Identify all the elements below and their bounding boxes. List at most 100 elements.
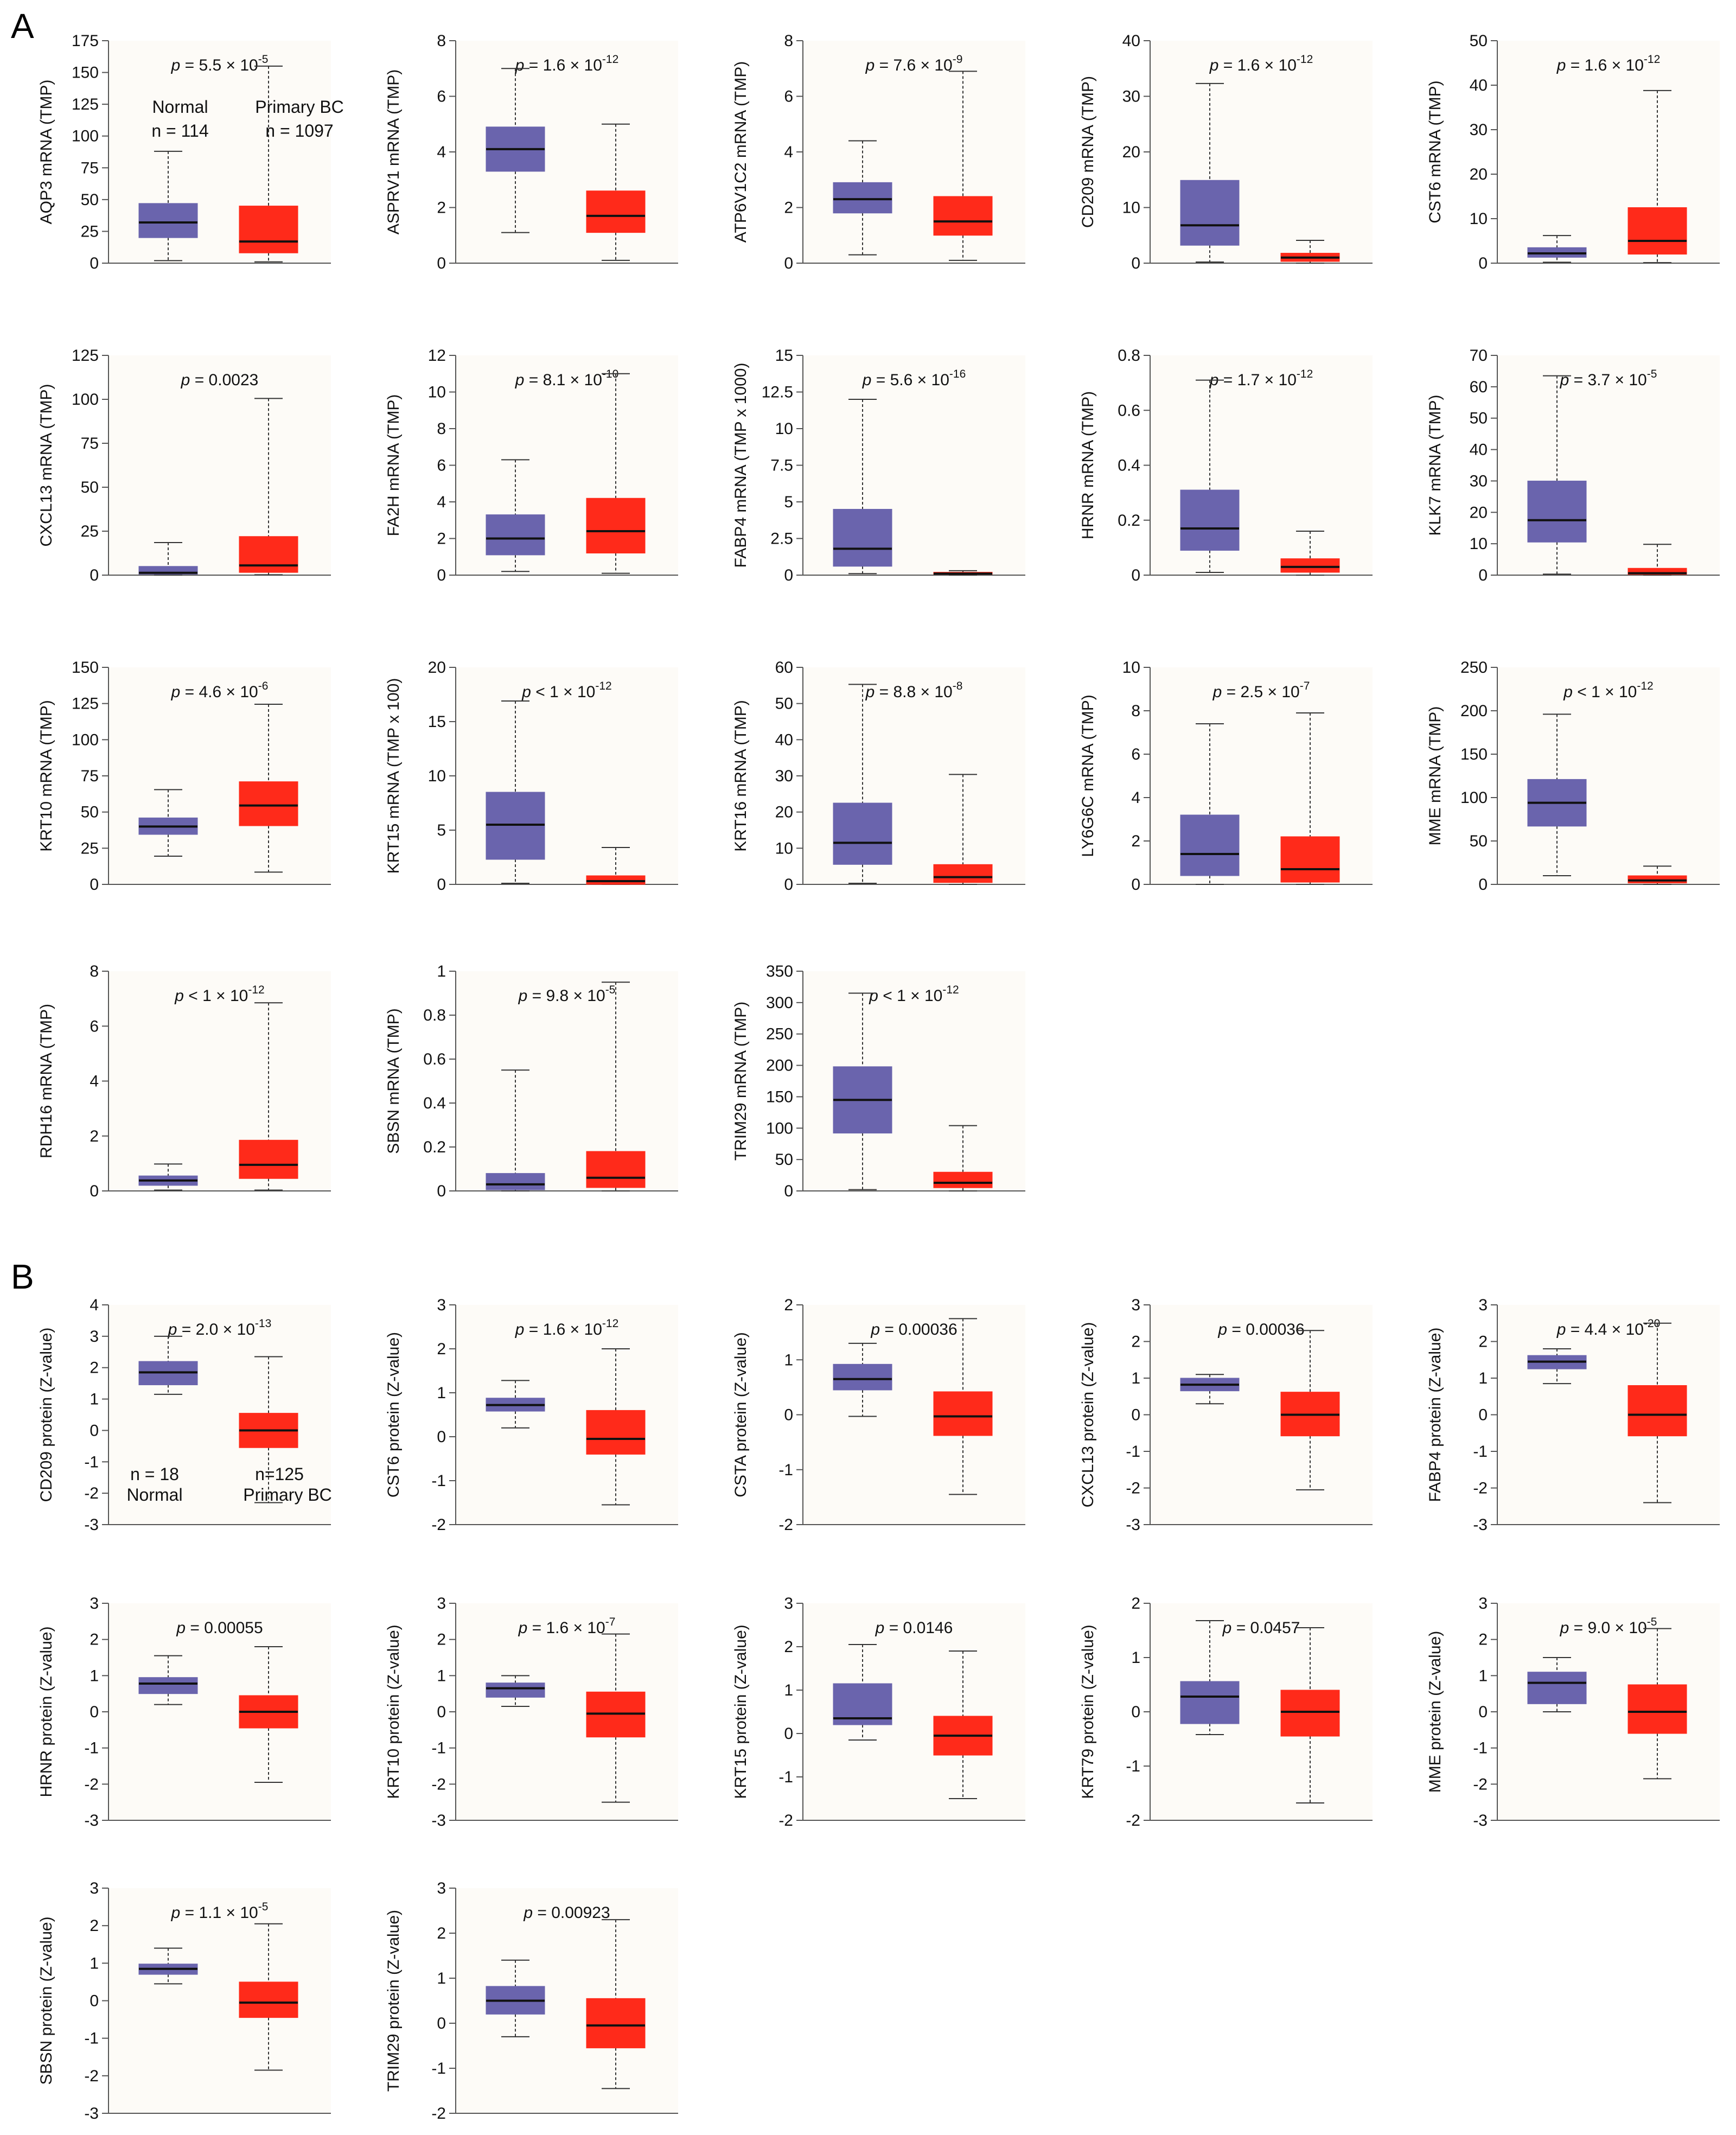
y-tick-label: 0 xyxy=(1478,254,1488,272)
p-value-label: p < 1 × 10-12 xyxy=(174,984,264,1005)
y-tick-label: 7.5 xyxy=(770,457,793,475)
y-tick-label: 0 xyxy=(90,566,99,584)
y-tick-label: 10 xyxy=(1470,535,1488,553)
y-axis-label: KRT79 protein (Z-value) xyxy=(1079,1624,1097,1799)
y-tick-label: -2 xyxy=(84,2067,99,2085)
y-axis-label: CST6 protein (Z-value) xyxy=(385,1332,403,1497)
p-value-exponent: -12 xyxy=(1297,368,1313,380)
y-tick-label: 2 xyxy=(784,199,793,217)
p-value-exponent: -6 xyxy=(258,680,269,692)
y-tick-label: 0 xyxy=(784,1182,793,1200)
iqr-box xyxy=(1180,814,1240,876)
y-tick-label: 2 xyxy=(1478,1631,1488,1649)
p-value-exponent: -12 xyxy=(942,984,959,996)
box-normal xyxy=(833,140,892,256)
y-tick-label: 75 xyxy=(81,159,99,177)
p-symbol: p xyxy=(521,683,531,701)
normal-label-a: Normal xyxy=(152,97,208,117)
box-tumor xyxy=(1628,1628,1687,1780)
iqr-box xyxy=(1280,836,1340,883)
y-tick-label: 10 xyxy=(1122,199,1140,217)
p-value-exponent: -12 xyxy=(1644,53,1660,66)
p-value-label: p = 1.7 × 10-12 xyxy=(1209,368,1313,389)
y-tick-label: 0.4 xyxy=(423,1094,446,1112)
y-tick-label: 1 xyxy=(90,1667,99,1685)
p-value-label: p = 0.0457 xyxy=(1222,1619,1300,1637)
iqr-box xyxy=(138,203,198,238)
y-tick-label: 10 xyxy=(1470,210,1488,228)
box-tumor xyxy=(586,982,646,1191)
y-tick-label: 125 xyxy=(72,95,99,113)
iqr-box xyxy=(586,1410,646,1455)
p-value-text: = 0.00055 xyxy=(186,1619,263,1637)
y-tick-label: 60 xyxy=(775,659,793,677)
y-axis-label: KRT10 mRNA (TMP) xyxy=(37,700,55,851)
p-value-label: p = 9.0 × 10-5 xyxy=(1560,1616,1657,1637)
iqr-box xyxy=(1527,1672,1587,1704)
y-axis-label: KRT10 protein (Z-value) xyxy=(385,1624,403,1799)
y-axis-label: SBSN protein (Z-value) xyxy=(37,1916,55,2085)
box-normal xyxy=(486,700,545,884)
normal-n-a: n = 114 xyxy=(151,121,208,141)
y-tick-label: -1 xyxy=(431,1739,446,1757)
y-tick-label: 1 xyxy=(437,1970,446,1987)
y-tick-label: 0 xyxy=(1478,566,1488,584)
y-tick-label: -1 xyxy=(1126,1443,1140,1461)
box-tumor xyxy=(933,71,993,261)
p-value-text: = 8.1 × 10 xyxy=(524,371,602,389)
y-tick-label: 0 xyxy=(437,876,446,894)
p-value-text: = 3.7 × 10 xyxy=(1569,371,1646,389)
chart-atp6v1c2-mrna-tmp: 0 2 4 6 8 ATP6V1C2 mRNA (TMP) p = 7.6 × 10-9 xyxy=(732,32,1025,272)
iqr-box xyxy=(1180,1681,1240,1724)
y-tick-label: 2 xyxy=(1131,1595,1140,1613)
p-value-text: = 0.0023 xyxy=(190,371,258,389)
iqr-box xyxy=(1628,1385,1687,1437)
y-tick-label: 0 xyxy=(437,1182,446,1200)
y-tick-label: 10 xyxy=(428,384,446,401)
y-tick-label: 4 xyxy=(90,1073,99,1091)
tumor-n-b: n=125 xyxy=(255,1464,304,1484)
box-normal xyxy=(486,1959,545,2037)
y-tick-label: -3 xyxy=(1473,1812,1488,1830)
y-tick-label: -2 xyxy=(778,1812,793,1830)
y-tick-label: 3 xyxy=(1131,1296,1140,1314)
y-tick-label: 8 xyxy=(784,32,793,50)
iqr-box xyxy=(239,781,298,826)
tumor-label-a: Primary BC xyxy=(255,97,344,117)
box-tumor xyxy=(1628,544,1687,576)
y-tick-label: -3 xyxy=(1126,1516,1140,1534)
box-tumor xyxy=(586,123,646,261)
y-tick-label: 0 xyxy=(1131,1406,1140,1424)
y-tick-label: 100 xyxy=(766,1119,793,1137)
iqr-box xyxy=(833,509,892,567)
iqr-box xyxy=(586,498,646,553)
p-value-text: = 2.5 × 10 xyxy=(1222,683,1299,701)
p-symbol: p xyxy=(875,1619,885,1637)
box-normal xyxy=(138,542,198,576)
y-tick-label: -2 xyxy=(431,1775,446,1793)
iqr-box xyxy=(1628,207,1687,255)
chart-mme-protein-z-value: -3 -2 -1 0 1 2 3 MME protein (Z-value) p = 9.0 ×… xyxy=(1426,1595,1720,1830)
box-tumor xyxy=(239,704,298,873)
p-symbol: p xyxy=(1209,56,1219,74)
y-axis-label: KRT15 mRNA (TMP x 100) xyxy=(385,678,403,874)
chart-sbsn-mrna-tmp: 0 0.2 0.4 0.6 0.8 1 SBSN mRNA (TMP) p = 9.8 × 1… xyxy=(385,963,678,1200)
y-axis-label: KRT15 protein (Z-value) xyxy=(732,1624,750,1799)
chart-hrnr-mrna-tmp: 0 0.2 0.4 0.6 0.8 HRNR mRNA (TMP) p = 1.7 × 10… xyxy=(1079,347,1373,584)
chart-fa2h-mrna-tmp: 0 2 4 6 8 10 12 FA2H mRNA (TMP) p = 8.1 × 10-10 xyxy=(385,347,678,584)
box-tumor xyxy=(586,1633,646,1803)
p-value-exponent: -9 xyxy=(953,53,963,66)
box-tumor xyxy=(239,398,298,576)
y-axis-label: FABP4 protein (Z-value) xyxy=(1426,1328,1444,1502)
box-tumor xyxy=(586,373,646,574)
iqr-box xyxy=(833,182,892,214)
y-tick-label: -1 xyxy=(778,1461,793,1479)
iqr-box xyxy=(1280,558,1340,573)
p-value-text: = 4.6 × 10 xyxy=(180,683,258,701)
y-tick-label: 200 xyxy=(766,1057,793,1075)
y-tick-label: 1 xyxy=(1478,1369,1488,1387)
p-value-label: p = 1.6 × 10-7 xyxy=(518,1616,616,1637)
y-tick-label: -1 xyxy=(431,2060,446,2077)
iqr-box xyxy=(586,1998,646,2049)
